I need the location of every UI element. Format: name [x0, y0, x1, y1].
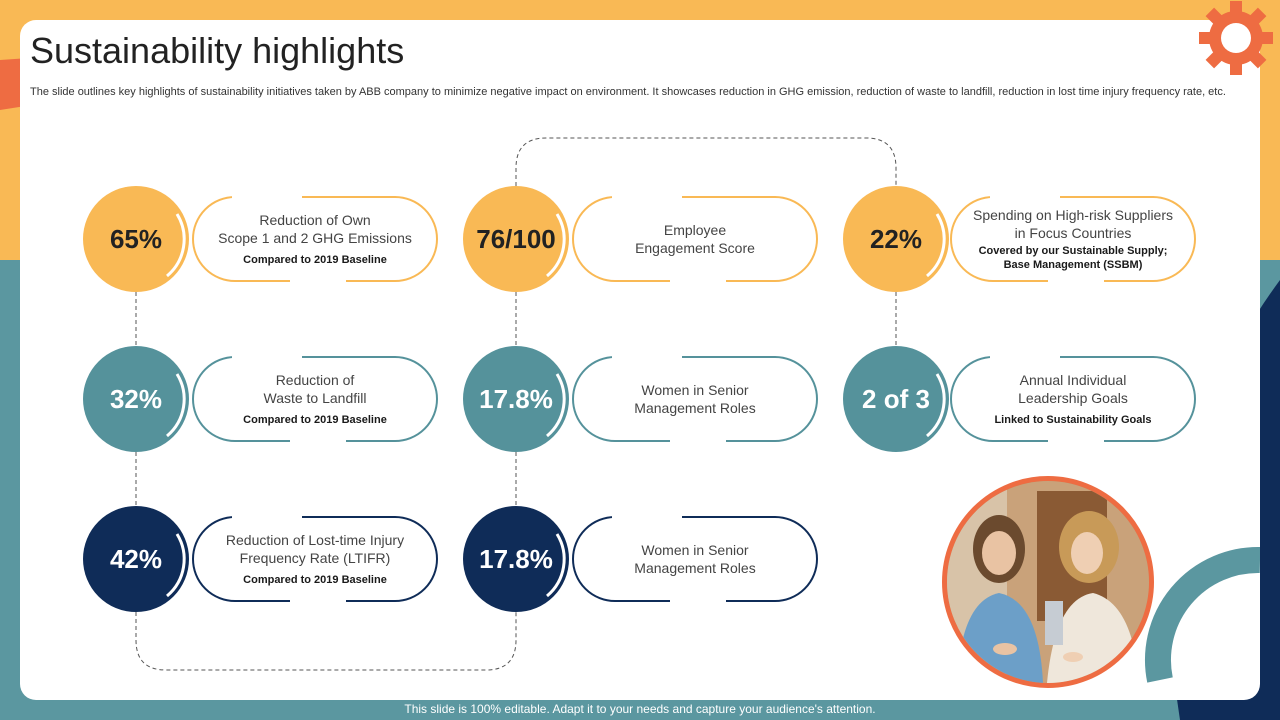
- metric-box-waste: Reduction of Waste to Landfill Compared t…: [192, 354, 438, 444]
- metric-sublabel: Base Management (SSBM): [1003, 259, 1143, 271]
- metric-box-women-2: Women in Senior Management Roles: [572, 514, 818, 604]
- metric-label: Frequency Rate (LTIFR): [239, 550, 391, 566]
- metric-label: Reduction of: [275, 372, 355, 388]
- metric-label: Leadership Goals: [1018, 390, 1128, 406]
- metric-sublabel: Linked to Sustainability Goals: [994, 414, 1152, 426]
- metric-value: 65%: [109, 223, 163, 254]
- metric-value: 17.8%: [479, 543, 553, 574]
- metric-label: Waste to Landfill: [263, 390, 367, 406]
- metric-label: Reduction of Own: [259, 212, 371, 228]
- metric-value: 17.8%: [479, 383, 553, 414]
- metric-circle-women-2: 17.8%: [463, 506, 569, 612]
- metric-label: Women in Senior: [641, 382, 749, 398]
- metric-label: Scope 1 and 2 GHG Emissions: [218, 230, 412, 246]
- metric-circle-ltifr: 42%: [83, 506, 189, 612]
- metric-value: 22%: [869, 223, 923, 254]
- metric-label: in Focus Countries: [1014, 225, 1132, 241]
- footer-note: This slide is 100% editable. Adapt it to…: [404, 702, 876, 716]
- metric-box-suppliers: Spending on High-risk Suppliers in Focus …: [950, 194, 1196, 284]
- metric-box-engagement: Employee Engagement Score: [572, 194, 818, 284]
- metric-circle-waste: 32%: [83, 346, 189, 452]
- metric-sublabel: Compared to 2019 Baseline: [243, 254, 387, 266]
- decorative-arc: [1145, 546, 1260, 683]
- metric-circle-women-1: 17.8%: [463, 346, 569, 452]
- metric-label: Annual Individual: [1019, 372, 1127, 388]
- metric-label: Women in Senior: [641, 542, 749, 558]
- metric-box-ghg: Reduction of Own Scope 1 and 2 GHG Emissi…: [192, 194, 438, 284]
- metric-box-ltifr: Reduction of Lost-time Injury Frequency R…: [192, 514, 438, 604]
- metric-circle-engagement: 76/100: [463, 186, 569, 292]
- metric-circle-leadership: 2 of 3: [843, 346, 949, 452]
- metric-box-women-1: Women in Senior Management Roles: [572, 354, 818, 444]
- metric-value: 2 of 3: [862, 383, 930, 414]
- metric-value: 42%: [109, 543, 163, 574]
- metric-sublabel: Compared to 2019 Baseline: [243, 574, 387, 586]
- slide-description: The slide outlines key highlights of sus…: [30, 86, 1226, 98]
- metric-value: 76/100: [476, 223, 556, 254]
- team-photo: [942, 476, 1154, 688]
- dashed-connectors: [135, 137, 897, 671]
- metric-label: Reduction of Lost-time Injury: [225, 532, 405, 548]
- metric-label: Engagement Score: [635, 240, 755, 256]
- metric-label: Employee: [663, 222, 727, 238]
- metric-sublabel: Covered by our Sustainable Supply;: [978, 245, 1168, 257]
- metric-label: Management Roles: [634, 400, 756, 416]
- metric-label: Management Roles: [634, 560, 756, 576]
- metric-circle-ghg: 65%: [83, 186, 189, 292]
- slide-card: Sustainability highlights The slide outl…: [20, 20, 1260, 700]
- page-title: Sustainability highlights: [30, 30, 405, 71]
- metric-box-leadership: Annual Individual Leadership Goals Linked…: [950, 354, 1196, 444]
- gear-icon: [1199, 1, 1273, 75]
- metric-label: Spending on High-risk Suppliers: [973, 207, 1173, 223]
- metric-value: 32%: [109, 383, 163, 414]
- metric-circle-suppliers: 22%: [843, 186, 949, 292]
- metric-sublabel: Compared to 2019 Baseline: [243, 414, 387, 426]
